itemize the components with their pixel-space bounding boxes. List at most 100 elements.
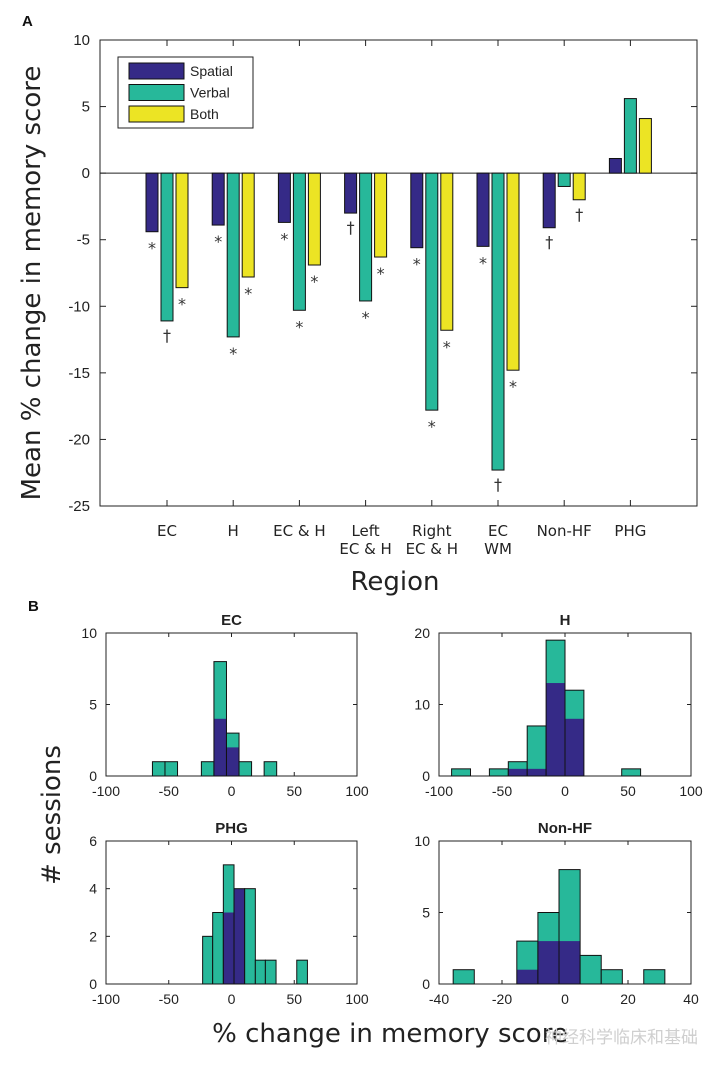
x-tick-label: 0	[561, 991, 569, 1007]
significance-marker: *	[244, 284, 252, 303]
bar-spatial	[344, 172, 358, 214]
y-tick-label: 0	[422, 768, 430, 784]
legend: Spatial Verbal Both	[117, 56, 254, 129]
bar-spatial	[277, 172, 291, 223]
bar-spatial	[211, 172, 225, 226]
significance-marker: *	[443, 337, 451, 356]
x-tick-label: 100	[679, 783, 703, 799]
bar-verbal	[491, 172, 505, 471]
significance-marker: *	[214, 232, 222, 251]
legend-label: Spatial	[190, 63, 233, 79]
bar-both	[440, 172, 454, 331]
y-tick-label: 0	[89, 976, 97, 992]
hist-bar-verbal	[212, 912, 224, 984]
x-axis-label: % change in memory score	[212, 1019, 568, 1049]
bar-spatial	[145, 172, 159, 233]
y-tick-label: 20	[414, 625, 430, 641]
y-tick-label: -5	[77, 232, 90, 249]
x-category-label: EC & H	[273, 522, 325, 540]
hist-bar-outline	[296, 959, 308, 985]
x-axis-label: Region	[350, 567, 439, 597]
significance-marker: †	[545, 233, 553, 252]
hist-bar-verbal	[527, 725, 547, 776]
y-tick-label: 10	[73, 32, 90, 49]
legend-swatch-both	[128, 105, 185, 123]
x-category-label: Left	[351, 522, 379, 540]
legend-swatch-verbal	[128, 84, 185, 101]
y-tick-label: 4	[89, 881, 97, 897]
x-category-label: Non-HF	[537, 522, 592, 540]
panel-b-label: B	[28, 598, 39, 615]
x-tick-label: 0	[561, 783, 569, 799]
x-tick-label: 50	[286, 783, 302, 799]
x-category-label: EC	[488, 522, 508, 540]
hist-bar-outline	[451, 768, 472, 777]
y-tick-label: 10	[414, 697, 430, 713]
hist-bar-verbal	[255, 960, 266, 984]
histogram-title: EC	[221, 612, 242, 629]
hist-bar-verbal	[244, 888, 256, 984]
hist-bar-outline	[600, 969, 623, 985]
hist-bar-spatial	[559, 941, 581, 984]
y-axis-label: # sessions	[37, 745, 67, 885]
x-tick-label: -40	[429, 991, 449, 1007]
hist-bar-outline	[238, 761, 253, 777]
hist-bar-outline	[244, 888, 256, 985]
hist-bar-outline	[164, 761, 179, 777]
histogram-ec: EC -100 -50 0 50 100 0 5 10	[81, 612, 368, 799]
hist-bar-verbal	[601, 969, 623, 984]
panel-a-label: A	[22, 13, 33, 30]
bar-both	[241, 172, 255, 278]
hist-bar-spatial	[516, 969, 538, 984]
bar-verbal	[359, 172, 373, 302]
y-tick-label: 6	[89, 833, 97, 849]
hist-bar-verbal	[202, 936, 213, 984]
bar-both	[506, 172, 520, 371]
x-category-label: EC	[157, 522, 177, 540]
hist-bar-spatial	[508, 768, 528, 776]
hist-bar-verbal	[152, 761, 165, 776]
y-tick-label: 0	[89, 768, 97, 784]
x-tick-label: -100	[92, 991, 120, 1007]
y-tick-label: 2	[89, 928, 97, 944]
bar-both	[374, 172, 388, 258]
hist-bar-outline	[452, 969, 475, 985]
x-tick-label: 50	[620, 783, 636, 799]
x-category-label: PHG	[614, 522, 646, 540]
histogram-h: H -100 -50 0 50 100 0 10 20	[414, 612, 702, 799]
x-tick-label: -50	[159, 783, 179, 799]
y-axis-label: Mean % change in memory score	[17, 66, 47, 501]
hist-bar-verbal	[265, 960, 277, 984]
hist-bar-verbal	[164, 761, 178, 776]
bar-spatial	[608, 157, 622, 174]
bar-spatial	[410, 172, 424, 249]
hist-bar-verbal	[621, 768, 641, 776]
x-category-label: WM	[484, 540, 512, 558]
hist-bar-outline	[643, 969, 666, 985]
hist-bar-spatial	[234, 888, 245, 984]
x-category-label: EC & H	[406, 540, 458, 558]
y-tick-label: 5	[82, 99, 90, 116]
x-tick-label: -50	[492, 783, 512, 799]
significance-marker: *	[509, 377, 517, 396]
hist-bar-outline	[564, 689, 585, 777]
significance-marker: *	[413, 255, 421, 274]
hist-bar-verbal	[643, 969, 665, 984]
histogram-title: H	[560, 612, 571, 629]
x-tick-label: -100	[425, 783, 453, 799]
hist-bar-verbal	[451, 768, 471, 776]
significance-marker: *	[148, 239, 156, 258]
x-category-label: H	[228, 522, 239, 540]
hist-bar-verbal	[580, 955, 602, 984]
bar-verbal	[226, 172, 240, 338]
y-tick-label: 0	[422, 976, 430, 992]
significance-marker: *	[362, 308, 370, 327]
bar-verbal	[425, 172, 439, 411]
hist-bar-spatial	[223, 912, 235, 984]
x-tick-label: -100	[92, 783, 120, 799]
significance-marker: †	[575, 205, 583, 224]
x-tick-label: 0	[228, 991, 236, 1007]
hist-bar-outline	[263, 761, 278, 777]
